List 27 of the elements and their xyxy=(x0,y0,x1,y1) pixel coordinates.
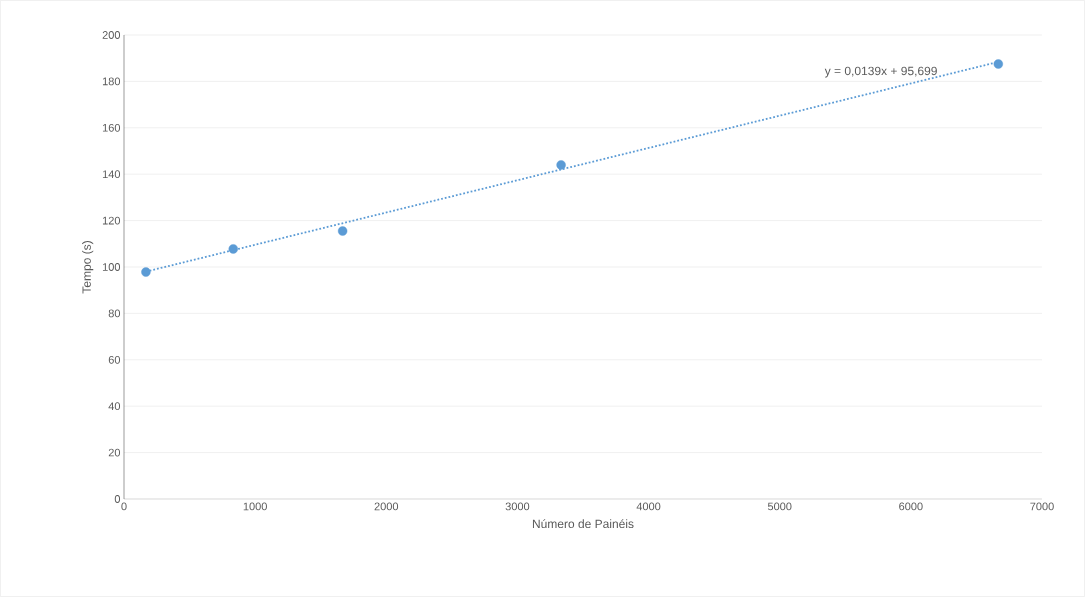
x-tick-label: 2000 xyxy=(374,502,399,511)
x-tick-label: 6000 xyxy=(899,502,923,511)
x-tick-label: 5000 xyxy=(767,502,792,511)
point xyxy=(141,267,151,277)
y-tick-label: 80 xyxy=(108,309,121,318)
x-tick-label: 0 xyxy=(121,502,127,511)
y-tick-label: 120 xyxy=(102,216,121,225)
annotation: y = 0,0139x + 95,699 xyxy=(824,66,937,78)
x-tick-label: 4000 xyxy=(636,502,661,511)
x-axis-title: Número de Painéis xyxy=(532,519,634,529)
x-tick-label: 1000 xyxy=(243,502,267,511)
y-tick-label: 160 xyxy=(102,123,121,132)
y-tick-label: 100 xyxy=(102,263,121,271)
y-tick-label: 20 xyxy=(108,448,121,457)
y-tick-label: 60 xyxy=(108,355,121,364)
y-tick-label: 200 xyxy=(102,31,121,39)
x-tick-label: 7000 xyxy=(1030,502,1054,511)
x-tick-label: 3000 xyxy=(505,502,530,511)
y-axis-title: Tempo (s) xyxy=(82,241,94,294)
point xyxy=(228,244,238,254)
point xyxy=(993,59,1004,69)
y-tick-label: 180 xyxy=(102,77,121,86)
y-tick-label: 0 xyxy=(114,495,121,503)
point xyxy=(556,160,566,170)
point xyxy=(337,226,348,236)
y-tick-label: 140 xyxy=(102,170,121,179)
y-tick-label: 40 xyxy=(108,402,121,411)
